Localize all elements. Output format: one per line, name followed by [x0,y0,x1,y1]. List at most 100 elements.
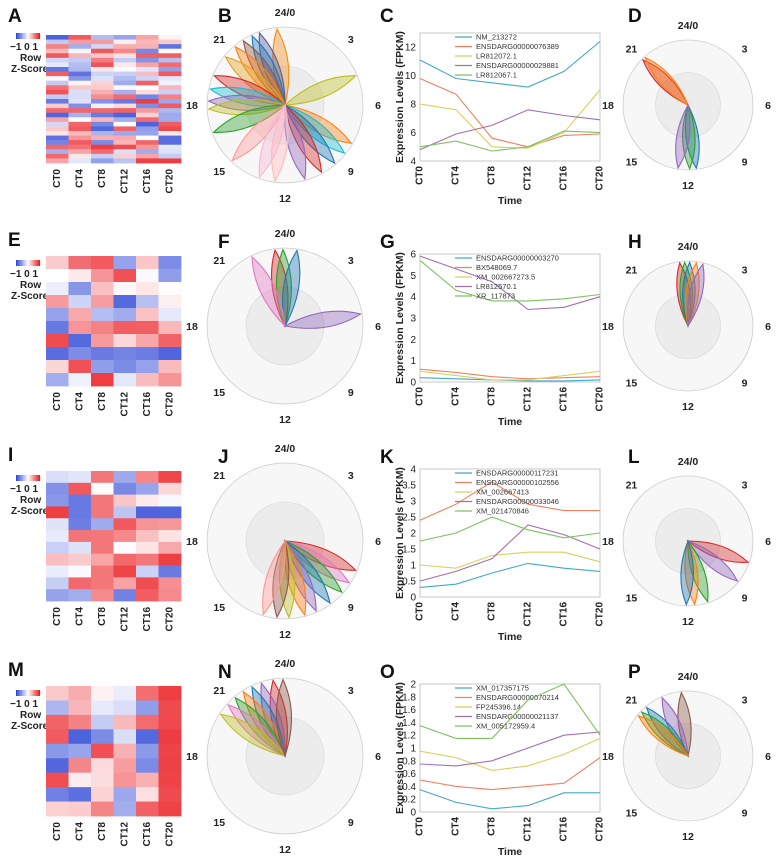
x-tick-label: CT0 [415,166,426,185]
y-tick-label: 0.6 [402,769,416,780]
heatmap-cell [136,714,159,730]
radial-petal [284,103,323,174]
heatmap-column-label: CT12 [119,392,130,417]
color-key-step [30,690,32,696]
heatmap-cell [46,801,69,817]
panel-label-O: O [380,662,395,683]
heatmap-cell [113,158,137,164]
heatmap-cell [136,108,159,114]
radial-hour-label: 9 [348,387,354,399]
heatmap-column-label: CT8 [97,392,108,411]
heatmap-cell [113,71,137,77]
color-key-step [23,33,25,39]
heatmap-cell [46,541,69,555]
color-key-step [30,260,32,266]
heatmap-cell [136,321,159,335]
heatmap-cell [68,85,92,91]
heatmap-cell [46,89,69,95]
heatmap-cell [46,758,69,774]
y-tick-label: 3 [410,314,416,325]
heatmap-cell [91,269,114,283]
heatmap-cell [91,518,114,531]
heatmap-M: CT0 CT4 CT8 CT12 CT16 CT20 [46,686,182,846]
heatmap-cell [68,334,92,348]
heatmap-cell [113,553,137,566]
radial-hour-label: 3 [348,470,354,482]
heatmap-cell [136,153,159,159]
heatmap-cell [158,758,182,774]
y-tick-label: 1.8 [402,692,416,703]
heatmap-cell [91,153,114,159]
heatmap-cell [46,308,69,322]
radial-hour-label: 18 [602,536,614,548]
heatmap-cell [46,577,69,590]
heatmap-cell [91,308,114,322]
heatmap-cell [158,787,182,802]
plot-area [419,253,601,383]
y-tick-label: 2 [410,680,416,691]
heatmap-cell [136,67,159,72]
color-key-step [20,33,23,39]
radial-hour-label: 3 [348,34,354,46]
heatmap-cell [113,321,137,335]
panel-label-L: L [628,447,640,468]
x-tick-label: CT20 [595,387,606,412]
color-key-step [34,690,36,696]
heatmap-cell [158,53,182,59]
y-tick-label: 8 [410,100,416,111]
heatmap-cell [158,577,182,590]
heatmap-cell [68,112,92,118]
color-key-ticks: −1 0 1 [10,42,39,53]
heatmap-cell [136,117,159,123]
radial-petal [242,39,286,107]
radial-hour-label: 3 [742,264,748,276]
heatmap-cell [158,565,182,578]
heatmap-cell [158,99,182,104]
heatmap-cell [136,121,159,127]
heatmap-cell [91,140,114,146]
heatmap-cell [46,126,69,132]
color-key-step [37,690,39,696]
radial-petal [219,713,287,757]
x-tick-label: CT0 [415,602,426,621]
color-key-step [32,33,35,39]
heatmap-cell [158,494,182,507]
x-tick-label: CT8 [487,817,498,836]
radial-hour-label: 6 [375,321,381,333]
legend-label: ENSDARG00000029881 [476,61,559,70]
color-key-step [22,690,24,696]
y-tick-label: 1.4 [402,718,416,729]
y-tick-label: 6 [410,128,416,139]
radial-petal [687,539,709,603]
heatmap-cell [68,729,92,745]
color-key-step [34,260,36,266]
heatmap-cell [68,144,92,150]
heatmap-cell [46,99,69,104]
heatmap-cell [113,714,137,730]
heatmap-cell [68,743,92,759]
color-key-line1: Row [20,280,41,291]
x-tick-label: CT0 [415,817,426,836]
legend-label: ENSDARG00000070214 [476,693,559,702]
heatmap-cell [68,53,92,59]
heatmap-cell [158,321,182,335]
y-axis-label: Expression Levels (FPKM) [394,31,406,163]
x-tick-label: CT8 [487,387,498,406]
heatmap-cell [136,35,159,40]
color-key-step [32,690,35,696]
heatmap-cell [46,71,69,77]
heatmap-cell [136,347,159,361]
heatmap-cell [68,321,92,335]
heatmap-cell [136,743,159,759]
heatmap-cell [158,85,182,91]
radial-hour-label: 3 [348,255,354,267]
heatmap-cell [91,743,114,759]
heatmap-cell [136,89,159,95]
color-key-step [36,33,38,39]
y-tick-label: 0.4 [402,782,416,793]
heatmap-cell [113,121,137,127]
heatmap-cell [113,686,137,701]
heatmap-column-label: CT4 [74,169,85,188]
color-key-step [36,690,38,696]
